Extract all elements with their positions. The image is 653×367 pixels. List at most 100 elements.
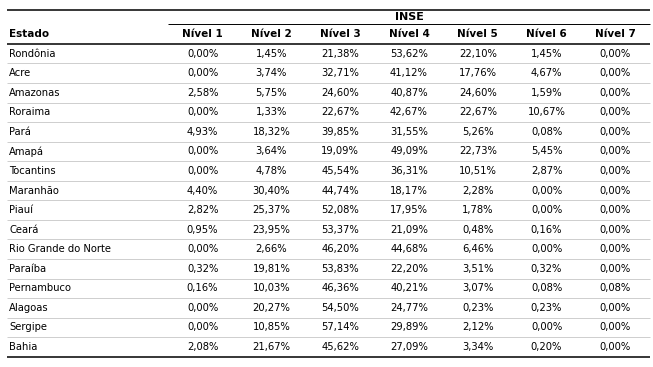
- Text: 17,95%: 17,95%: [390, 205, 428, 215]
- Text: 41,12%: 41,12%: [390, 68, 428, 78]
- Text: 2,08%: 2,08%: [187, 342, 218, 352]
- Text: 22,10%: 22,10%: [459, 49, 497, 59]
- Text: 53,37%: 53,37%: [321, 225, 359, 235]
- Text: Amazonas: Amazonas: [9, 88, 61, 98]
- Text: 0,23%: 0,23%: [531, 303, 562, 313]
- Text: 0,00%: 0,00%: [599, 186, 631, 196]
- Text: Nível 5: Nível 5: [457, 29, 498, 39]
- Text: Acre: Acre: [9, 68, 31, 78]
- Text: 54,50%: 54,50%: [321, 303, 359, 313]
- Text: 0,48%: 0,48%: [462, 225, 494, 235]
- Text: Pará: Pará: [9, 127, 31, 137]
- Text: 27,09%: 27,09%: [390, 342, 428, 352]
- Text: Pernambuco: Pernambuco: [9, 283, 71, 293]
- Text: Amapá: Amapá: [9, 146, 44, 157]
- Text: 23,95%: 23,95%: [253, 225, 291, 235]
- Text: 0,00%: 0,00%: [187, 107, 218, 117]
- Text: 5,26%: 5,26%: [462, 127, 494, 137]
- Text: 0,00%: 0,00%: [599, 303, 631, 313]
- Text: 10,03%: 10,03%: [253, 283, 290, 293]
- Text: 4,93%: 4,93%: [187, 127, 218, 137]
- Text: 5,45%: 5,45%: [531, 146, 562, 156]
- Text: Paraíba: Paraíba: [9, 264, 46, 274]
- Text: 0,00%: 0,00%: [599, 68, 631, 78]
- Text: 0,00%: 0,00%: [531, 244, 562, 254]
- Text: 36,31%: 36,31%: [390, 166, 428, 176]
- Text: INSE: INSE: [394, 12, 423, 22]
- Text: 0,00%: 0,00%: [599, 107, 631, 117]
- Text: 53,83%: 53,83%: [321, 264, 359, 274]
- Text: Nível 6: Nível 6: [526, 29, 567, 39]
- Text: 24,77%: 24,77%: [390, 303, 428, 313]
- Text: 0,95%: 0,95%: [187, 225, 218, 235]
- Text: Bahia: Bahia: [9, 342, 37, 352]
- Text: 0,32%: 0,32%: [187, 264, 218, 274]
- Text: 52,08%: 52,08%: [321, 205, 359, 215]
- Text: 10,51%: 10,51%: [459, 166, 497, 176]
- Text: 2,28%: 2,28%: [462, 186, 494, 196]
- Text: 18,32%: 18,32%: [253, 127, 290, 137]
- Text: 22,73%: 22,73%: [459, 146, 497, 156]
- Text: 30,40%: 30,40%: [253, 186, 290, 196]
- Text: 0,00%: 0,00%: [599, 264, 631, 274]
- Text: 21,09%: 21,09%: [390, 225, 428, 235]
- Text: Estado: Estado: [9, 29, 49, 39]
- Text: 0,08%: 0,08%: [531, 127, 562, 137]
- Text: Nível 7: Nível 7: [595, 29, 636, 39]
- Text: 29,89%: 29,89%: [390, 322, 428, 333]
- Text: Sergipe: Sergipe: [9, 322, 47, 333]
- Text: 0,00%: 0,00%: [187, 68, 218, 78]
- Text: 1,59%: 1,59%: [531, 88, 562, 98]
- Text: 0,00%: 0,00%: [187, 244, 218, 254]
- Text: 0,00%: 0,00%: [531, 322, 562, 333]
- Text: 4,67%: 4,67%: [531, 68, 562, 78]
- Text: 0,00%: 0,00%: [187, 146, 218, 156]
- Text: 20,27%: 20,27%: [253, 303, 291, 313]
- Text: 49,09%: 49,09%: [390, 146, 428, 156]
- Text: 3,07%: 3,07%: [462, 283, 494, 293]
- Text: 44,74%: 44,74%: [321, 186, 359, 196]
- Text: 0,00%: 0,00%: [599, 49, 631, 59]
- Text: 42,67%: 42,67%: [390, 107, 428, 117]
- Text: 0,16%: 0,16%: [187, 283, 218, 293]
- Text: Roraima: Roraima: [9, 107, 50, 117]
- Text: 3,74%: 3,74%: [256, 68, 287, 78]
- Text: 0,00%: 0,00%: [599, 244, 631, 254]
- Text: 25,37%: 25,37%: [253, 205, 291, 215]
- Text: 0,00%: 0,00%: [599, 166, 631, 176]
- Text: 0,00%: 0,00%: [599, 88, 631, 98]
- Text: 0,23%: 0,23%: [462, 303, 494, 313]
- Text: 45,54%: 45,54%: [321, 166, 359, 176]
- Text: 22,67%: 22,67%: [321, 107, 359, 117]
- Text: Tocantins: Tocantins: [9, 166, 56, 176]
- Text: 0,00%: 0,00%: [599, 146, 631, 156]
- Text: 10,67%: 10,67%: [528, 107, 565, 117]
- Text: Nível 2: Nível 2: [251, 29, 292, 39]
- Text: 4,78%: 4,78%: [256, 166, 287, 176]
- Text: 19,81%: 19,81%: [253, 264, 291, 274]
- Text: Alagoas: Alagoas: [9, 303, 49, 313]
- Text: 0,00%: 0,00%: [187, 166, 218, 176]
- Text: 21,38%: 21,38%: [321, 49, 359, 59]
- Text: 0,00%: 0,00%: [599, 225, 631, 235]
- Text: 5,75%: 5,75%: [255, 88, 287, 98]
- Text: 0,16%: 0,16%: [531, 225, 562, 235]
- Text: Nível 4: Nível 4: [389, 29, 430, 39]
- Text: 0,00%: 0,00%: [599, 127, 631, 137]
- Text: Maranhão: Maranhão: [9, 186, 59, 196]
- Text: 3,34%: 3,34%: [462, 342, 494, 352]
- Text: Rondônia: Rondônia: [9, 49, 56, 59]
- Text: Piauí: Piauí: [9, 205, 33, 215]
- Text: 0,00%: 0,00%: [187, 49, 218, 59]
- Text: 0,00%: 0,00%: [599, 342, 631, 352]
- Text: Nível 1: Nível 1: [182, 29, 223, 39]
- Text: 21,67%: 21,67%: [252, 342, 291, 352]
- Text: 1,45%: 1,45%: [255, 49, 287, 59]
- Text: 0,00%: 0,00%: [599, 322, 631, 333]
- Text: 2,12%: 2,12%: [462, 322, 494, 333]
- Text: Ceará: Ceará: [9, 225, 39, 235]
- Text: Rio Grande do Norte: Rio Grande do Norte: [9, 244, 111, 254]
- Text: 0,00%: 0,00%: [531, 186, 562, 196]
- Text: 10,85%: 10,85%: [253, 322, 290, 333]
- Text: 2,82%: 2,82%: [187, 205, 218, 215]
